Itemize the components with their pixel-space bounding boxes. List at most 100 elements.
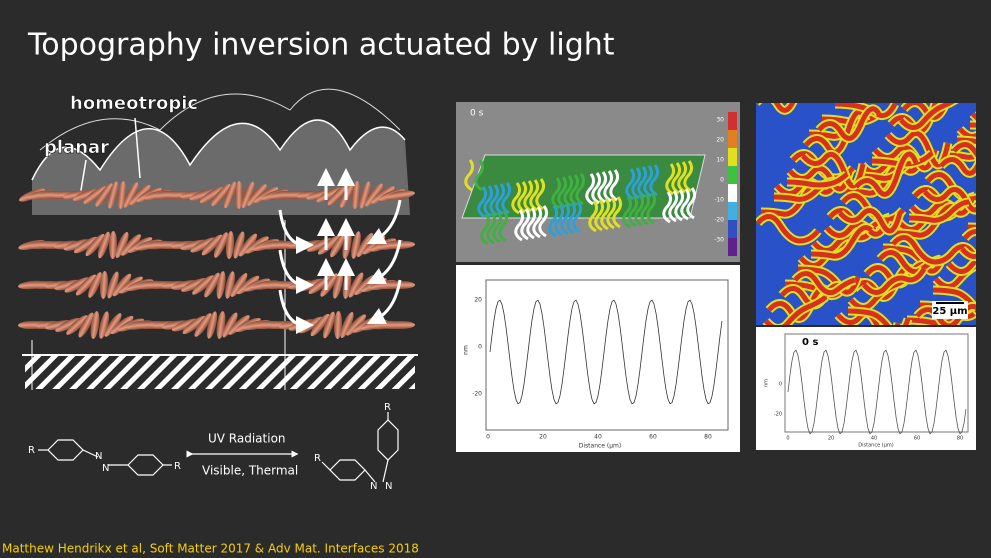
surface-ridge <box>643 165 654 198</box>
surface-ridge <box>646 192 657 225</box>
curved-arrow <box>366 239 402 285</box>
y-tick-label: 0 <box>779 382 782 388</box>
surface-ridge <box>486 212 497 245</box>
colorbar-tick-label: -10 <box>714 197 724 204</box>
lc-rod <box>112 273 132 297</box>
surface-ridge <box>662 191 673 224</box>
lc-rod <box>330 232 346 258</box>
surface-ridge <box>548 205 559 238</box>
colorbar-tick-label: 0 <box>720 177 724 184</box>
lc-rod <box>323 311 335 339</box>
lc-rod <box>95 183 113 207</box>
surface-ridge <box>677 161 688 194</box>
lc-rod <box>225 271 235 299</box>
surface-ridge <box>523 180 534 213</box>
surface-ridge <box>483 185 494 218</box>
maze-core <box>810 225 873 259</box>
lc-rod <box>204 272 220 298</box>
lc-rod <box>181 278 207 292</box>
surface-ridge <box>671 162 682 195</box>
nitrogen-label: N <box>385 481 392 492</box>
lc-rod <box>225 231 235 259</box>
surface-ridge <box>474 159 485 192</box>
curved-arrow <box>278 209 314 254</box>
lc-rod <box>230 273 248 297</box>
lc-rod <box>238 233 258 257</box>
surface-ridge <box>634 194 645 227</box>
surface-ridge <box>665 163 676 196</box>
substituent-label: R <box>174 461 181 472</box>
profile-panel-2 <box>756 327 976 450</box>
surface-ridge <box>477 186 488 219</box>
surface-ridge <box>575 173 586 206</box>
profile-curve <box>489 299 723 405</box>
slide-title: Topography inversion actuated by light <box>27 28 615 63</box>
maze-core <box>939 157 976 176</box>
lc-rod <box>327 184 349 206</box>
colorbar-swatch <box>728 184 737 202</box>
surface-ridge <box>538 205 549 238</box>
substituent-label: R <box>384 402 391 413</box>
citation: Matthew Hendrikx et al, Soft Matter 2017… <box>2 542 419 556</box>
surface-ridge <box>649 164 660 197</box>
lc-rod <box>359 181 371 209</box>
y-tick-label: 20 <box>474 297 482 304</box>
substituent-label: R <box>314 453 321 464</box>
maze-core <box>947 257 976 274</box>
surface-ridge <box>603 170 614 203</box>
surface-ridge <box>612 196 623 229</box>
surface-ridge <box>600 198 611 231</box>
colorbar-swatch <box>728 112 737 130</box>
surface-ridge <box>683 160 694 193</box>
lc-rod <box>332 271 344 299</box>
forward-condition: UV Radiation <box>208 432 286 446</box>
lc-rod <box>107 271 119 299</box>
surface-ridge <box>606 197 617 230</box>
maze-core <box>838 208 903 234</box>
surface-ridge <box>563 175 574 208</box>
lc-rod <box>98 311 110 339</box>
maze-core <box>956 137 976 144</box>
y-tick-label: -20 <box>774 412 782 418</box>
nitrogen-label: N <box>95 451 102 462</box>
surface-time: 0 s <box>470 109 484 119</box>
x-tick-label: 20 <box>539 434 547 441</box>
surface-ridge <box>464 159 475 192</box>
lc-rod <box>241 181 255 209</box>
surface-ridge <box>489 184 500 217</box>
maze-core <box>793 271 856 296</box>
surface-ridge <box>674 189 685 222</box>
maze-core <box>797 266 861 295</box>
maze-core <box>847 308 911 325</box>
lc-rod <box>108 231 118 259</box>
x-axis-label: Distance (µm) <box>579 443 622 450</box>
colorbar-swatch <box>728 202 737 220</box>
pattern-map <box>756 103 976 325</box>
lc-rod <box>88 272 102 298</box>
surface-ridge <box>637 166 648 199</box>
lc-rod <box>236 275 260 295</box>
surface-ridge <box>585 173 596 206</box>
maze-core <box>908 199 970 223</box>
surface-ridge <box>498 210 509 243</box>
colorbar-tick-label: 10 <box>716 157 724 164</box>
x-tick-label: 0 <box>786 436 789 442</box>
colorbar-swatch <box>728 130 737 148</box>
lc-rod <box>211 184 231 206</box>
maze-core <box>786 172 849 188</box>
surface-ridge <box>492 211 503 244</box>
maze-core <box>882 245 946 274</box>
surface-ridge <box>588 200 599 233</box>
surface-ridge <box>501 182 512 215</box>
maze-core <box>756 214 820 244</box>
maze-core <box>915 303 976 325</box>
surface-ridge <box>517 181 528 214</box>
surface-ridge <box>520 208 531 241</box>
surface-ridge <box>480 213 491 246</box>
surface-ridge <box>551 177 562 210</box>
surface-ridge <box>622 196 633 229</box>
lc-rod <box>387 240 415 250</box>
substituent-label: R <box>28 445 35 456</box>
profile-curve <box>787 349 967 435</box>
